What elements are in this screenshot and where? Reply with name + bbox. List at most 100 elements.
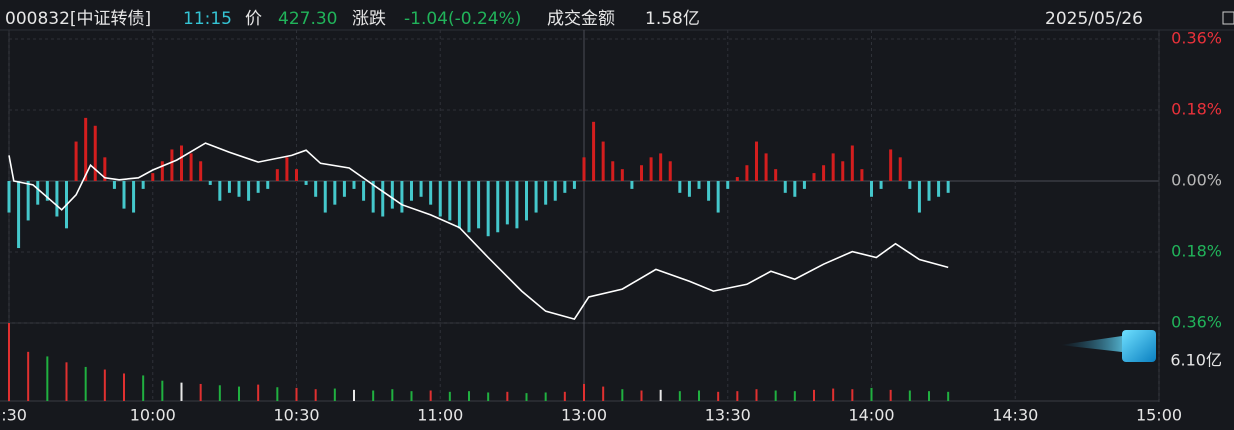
bar	[544, 392, 547, 401]
bar	[851, 389, 854, 401]
bar	[477, 181, 481, 229]
bar	[74, 141, 78, 181]
bar	[333, 181, 337, 205]
bar	[898, 157, 902, 181]
bar	[879, 181, 883, 189]
bar	[822, 165, 826, 181]
bar	[783, 181, 787, 193]
bar	[448, 181, 452, 221]
bar	[256, 181, 260, 193]
bar	[208, 181, 212, 185]
amount-label: 成交金额	[547, 9, 615, 29]
bar	[496, 181, 500, 233]
bar	[726, 181, 730, 189]
bar	[698, 390, 700, 401]
price-line	[8, 142, 949, 321]
bar	[889, 389, 892, 401]
bar	[161, 380, 164, 401]
x-tick-label: 13:00	[561, 406, 607, 425]
y-tick-label: 0.36%	[1171, 29, 1222, 48]
bar	[870, 181, 873, 197]
window-icon[interactable]	[1222, 11, 1234, 25]
bar	[583, 383, 585, 401]
bar	[372, 390, 375, 401]
bar	[947, 391, 950, 401]
bar	[697, 181, 701, 189]
bar	[841, 161, 845, 181]
float-button[interactable]	[1122, 330, 1156, 362]
bar	[342, 181, 346, 197]
bar	[112, 181, 116, 189]
bar	[170, 149, 174, 181]
bar	[793, 181, 797, 197]
bar	[707, 181, 711, 201]
bar	[678, 181, 682, 193]
bar	[717, 391, 720, 401]
x-tick-label: 15:00	[1136, 406, 1182, 425]
bar	[103, 369, 106, 401]
bar	[774, 169, 778, 181]
bar	[46, 356, 49, 401]
bar	[103, 157, 107, 181]
bar	[84, 366, 87, 401]
bar	[716, 181, 720, 213]
bar	[640, 165, 643, 181]
bar	[687, 181, 691, 197]
bar	[276, 387, 279, 401]
bar	[668, 161, 672, 181]
bar	[55, 181, 59, 217]
bar	[333, 388, 336, 401]
y-tick-label: 0.18%	[1171, 242, 1222, 261]
price-label: 价	[245, 9, 262, 29]
bar	[218, 385, 221, 401]
x-tick-label: 10:00	[130, 406, 176, 425]
bar	[831, 153, 835, 181]
bar	[649, 157, 653, 181]
bar	[429, 390, 432, 401]
x-tick-label: 13:30	[705, 406, 751, 425]
y-tick-label: 0.00%	[1171, 171, 1222, 190]
bar	[65, 362, 68, 401]
bar	[93, 125, 97, 181]
bar	[908, 181, 912, 189]
bar	[832, 388, 835, 401]
bar	[352, 181, 356, 189]
bar	[601, 141, 605, 181]
bar	[237, 181, 241, 197]
bar	[889, 149, 893, 181]
bar	[582, 157, 586, 181]
bar	[323, 181, 327, 213]
y-tick-label: 0.18%	[1171, 100, 1222, 119]
bar	[534, 181, 538, 213]
bar	[621, 389, 624, 401]
bar	[381, 181, 385, 217]
bar	[544, 181, 548, 205]
bar	[630, 181, 634, 189]
x-tick-label: 9:30	[0, 406, 27, 425]
bar	[745, 165, 749, 181]
bar	[122, 181, 126, 209]
bar	[937, 181, 941, 197]
code: 000832[中证转债]	[5, 9, 151, 29]
bar	[410, 181, 413, 201]
change-label: 涨跌	[352, 9, 386, 29]
bar	[813, 389, 815, 401]
bar	[860, 169, 864, 181]
bar	[238, 386, 240, 401]
bar	[151, 173, 155, 181]
bar	[371, 181, 375, 213]
bar	[227, 181, 231, 193]
bar	[553, 181, 557, 201]
bar	[793, 391, 796, 401]
bar	[870, 387, 873, 401]
bar	[525, 181, 528, 221]
bar	[438, 181, 442, 217]
x-tick-label: 14:30	[992, 406, 1038, 425]
bar	[659, 153, 663, 181]
bar	[36, 181, 40, 205]
bar	[515, 181, 519, 229]
bar	[448, 391, 451, 401]
bar	[736, 391, 739, 401]
